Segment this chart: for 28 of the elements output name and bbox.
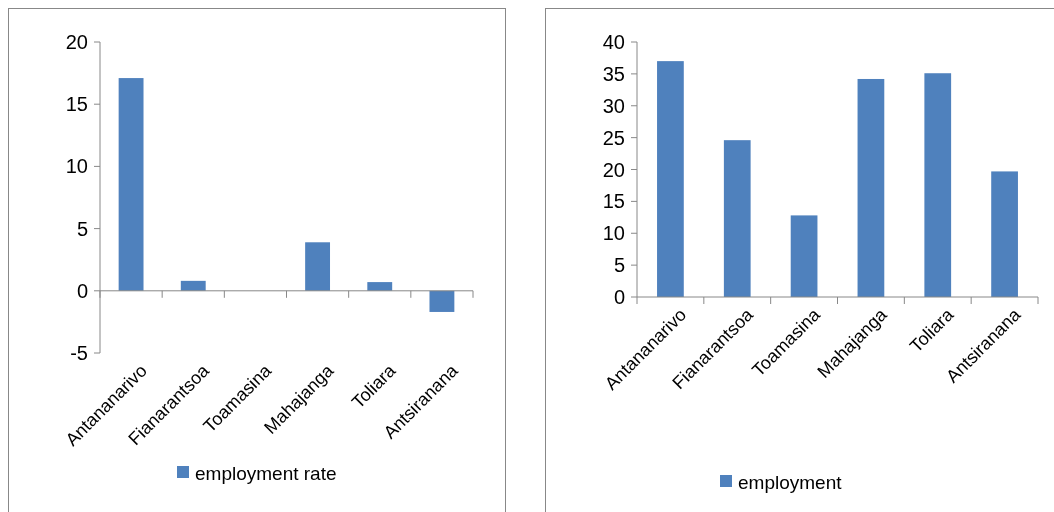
- bar: [924, 73, 952, 297]
- y-tick-label: 0: [76, 279, 88, 302]
- bar: [857, 78, 885, 297]
- y-tick-label: 10: [65, 155, 88, 178]
- y-tick-label: 5: [76, 217, 88, 240]
- bar: [723, 140, 751, 297]
- legend-label: employment rate: [195, 462, 337, 484]
- y-tick-label: 5: [613, 254, 625, 277]
- y-tick-label: 10: [602, 222, 625, 245]
- y-tick-label: 35: [602, 62, 625, 85]
- y-tick-label: 40: [602, 31, 625, 53]
- bar: [180, 280, 206, 291]
- bar: [991, 171, 1018, 297]
- y-tick-label: 15: [602, 190, 625, 213]
- bar: [790, 215, 818, 297]
- y-tick-label: 25: [602, 126, 625, 149]
- legend-label: employment: [738, 471, 843, 493]
- bar: [367, 282, 393, 291]
- y-tick-label: 15: [65, 93, 88, 116]
- y-tick-label: 0: [613, 286, 625, 308]
- bar: [429, 290, 455, 312]
- y-tick-label: 20: [65, 31, 88, 53]
- y-tick-label: 30: [602, 94, 625, 117]
- bar: [305, 242, 331, 291]
- bar: [118, 78, 144, 291]
- bar: [657, 61, 684, 297]
- y-tick-label: 20: [602, 158, 625, 181]
- y-tick-label: -5: [70, 342, 88, 364]
